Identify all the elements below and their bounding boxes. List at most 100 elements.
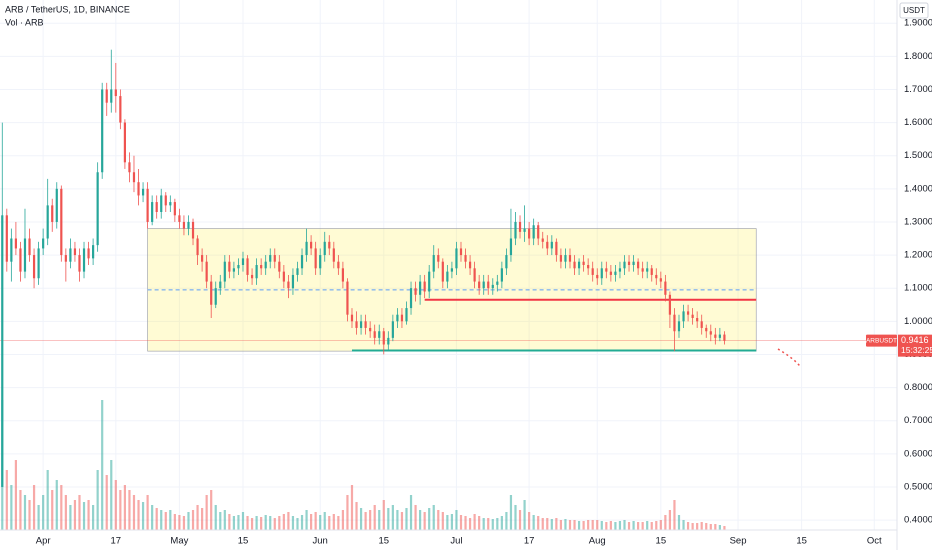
volume-bar — [114, 480, 117, 530]
y-tick-label: 0.8000 — [904, 382, 932, 393]
candle-body — [423, 281, 426, 292]
volume-bar — [337, 516, 340, 530]
volume-bar — [600, 521, 603, 530]
candle-body — [600, 268, 603, 279]
candle-body — [146, 188, 149, 222]
candle-body — [155, 202, 158, 212]
candle-body — [269, 255, 272, 262]
candle-body — [28, 238, 31, 256]
candle-body — [627, 261, 631, 265]
candle-body — [487, 281, 490, 289]
volume-bar — [382, 500, 385, 530]
candle-body — [432, 255, 435, 272]
volume-bar — [300, 515, 304, 530]
volume-bar — [400, 512, 404, 530]
candle-body — [478, 281, 481, 289]
volume-bar — [196, 505, 199, 530]
candle-body — [514, 221, 517, 239]
candle-body — [668, 294, 672, 315]
volume-bar — [73, 500, 77, 530]
candle-body — [96, 172, 99, 246]
x-tick-label: 15 — [238, 536, 249, 547]
volume-bar — [419, 510, 422, 530]
candle-body — [659, 278, 662, 282]
candle-body — [214, 288, 217, 305]
x-tick-label: Oct — [867, 536, 882, 547]
candle-body — [359, 321, 363, 328]
volume-bar — [319, 515, 322, 530]
candle-body — [532, 225, 535, 239]
volume-bar — [78, 495, 81, 530]
x-tick-label: 17 — [111, 536, 122, 547]
candle-body — [282, 271, 285, 282]
candle-body — [396, 314, 399, 322]
y-tick-label: 1.7000 — [904, 84, 932, 95]
volume-bar — [341, 510, 345, 530]
candle-body — [5, 215, 8, 262]
chart-title: ARB / TetherUS, 1D, BINANCE — [5, 4, 130, 14]
volume-bar — [187, 512, 190, 530]
candle-body — [655, 274, 658, 279]
y-tick-label: 0.5000 — [904, 481, 932, 492]
volume-bar — [437, 510, 440, 530]
volume-bar — [178, 515, 181, 530]
volume-bar — [396, 510, 399, 530]
volume-bar — [555, 518, 558, 530]
volume-bar — [260, 517, 263, 530]
y-tick-label: 1.2000 — [904, 250, 932, 261]
volume-bar — [223, 510, 226, 530]
volume-bar — [246, 516, 249, 530]
volume-bar — [173, 514, 176, 530]
candle-body — [328, 241, 331, 249]
volume-bar — [241, 512, 245, 530]
countdown-label: 15:32:25 — [901, 345, 932, 355]
volume-bar — [32, 485, 36, 530]
candle-body — [219, 281, 222, 289]
candle-body — [709, 331, 712, 335]
volume-bar — [228, 514, 231, 530]
y-tick-label: 1.9000 — [904, 18, 932, 29]
volume-bar — [623, 520, 626, 530]
candle-body — [650, 268, 653, 275]
volume-bar — [468, 518, 472, 530]
volume-bar — [46, 470, 49, 530]
volume-bar — [123, 485, 126, 530]
volume-bar — [514, 505, 517, 530]
volume-bar — [182, 516, 186, 530]
candle-body — [582, 261, 585, 265]
candle-body — [82, 248, 86, 272]
volume-bar — [664, 515, 667, 530]
candle-body — [210, 281, 213, 305]
volume-bar — [646, 521, 649, 530]
candle-body — [237, 265, 240, 269]
candle-body — [60, 188, 63, 256]
volume-bar — [482, 518, 485, 530]
volume-bar — [391, 505, 394, 530]
candle-body — [101, 89, 104, 173]
volume-bar — [591, 520, 594, 530]
volume-bar — [37, 505, 40, 530]
y-tick-label: 1.0000 — [904, 316, 932, 327]
volume-bar — [582, 521, 585, 530]
currency-box[interactable] — [899, 2, 929, 19]
candle-body — [55, 188, 58, 222]
volume-bar — [537, 516, 540, 530]
candle-body — [232, 268, 236, 272]
candle-body — [387, 337, 390, 345]
x-tick-label: Apr — [36, 536, 51, 547]
candle-body — [300, 255, 304, 269]
volume-bar — [5, 470, 8, 530]
volume-bar — [359, 508, 363, 530]
volume-bar — [700, 522, 703, 530]
candle-body — [78, 255, 81, 272]
volume-bar — [650, 522, 653, 530]
volume-bar — [496, 518, 499, 530]
candle-body — [446, 271, 449, 282]
volume-bar — [487, 518, 490, 530]
candle-body — [341, 268, 345, 282]
volume-bar — [323, 512, 326, 530]
volume-bar — [132, 495, 136, 530]
currency: USDT — [903, 6, 925, 15]
volume-bar — [428, 508, 431, 530]
